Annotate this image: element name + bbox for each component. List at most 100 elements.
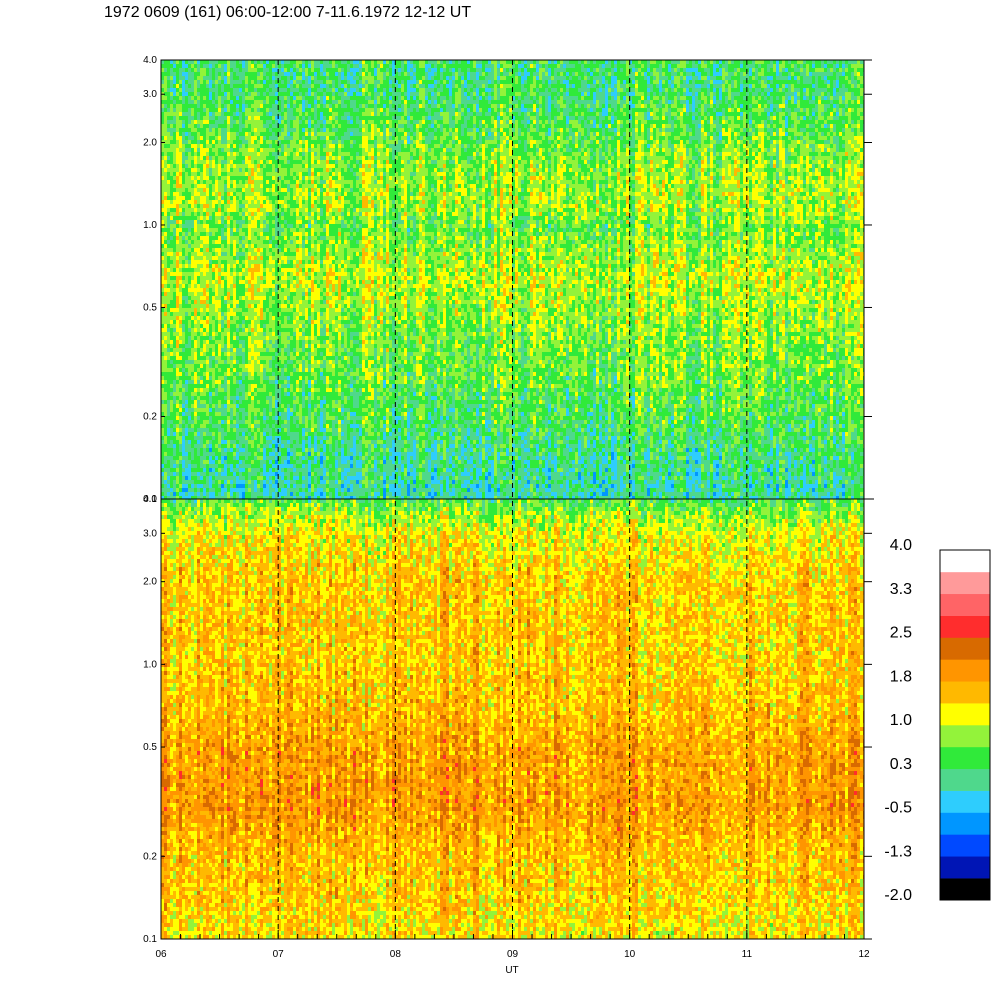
heatmap-cell xyxy=(272,464,276,469)
heatmap-cell xyxy=(245,188,249,193)
heatmap-cell xyxy=(290,444,294,449)
heatmap-cell xyxy=(245,284,249,289)
heatmap-cell xyxy=(269,476,273,481)
heatmap-cell xyxy=(224,124,228,129)
heatmap-cell xyxy=(179,320,183,325)
heatmap-cell xyxy=(200,176,204,181)
heatmap-cell xyxy=(263,464,267,469)
heatmap-cell xyxy=(179,76,183,81)
heatmap-cell xyxy=(173,396,177,401)
heatmap-cell xyxy=(161,240,165,245)
heatmap-cell xyxy=(212,216,216,221)
heatmap-cell xyxy=(167,436,171,441)
heatmap-cell xyxy=(287,108,291,113)
heatmap-cell xyxy=(215,432,219,437)
heatmap-cell xyxy=(194,416,198,421)
heatmap-cell xyxy=(224,184,228,189)
heatmap-cell xyxy=(173,488,177,493)
heatmap-cell xyxy=(257,268,261,273)
heatmap-cell xyxy=(275,300,279,305)
heatmap-cell xyxy=(212,448,216,453)
heatmap-cell xyxy=(263,76,267,81)
heatmap-cell xyxy=(221,276,225,281)
heatmap-cell xyxy=(272,92,276,97)
heatmap-cell xyxy=(164,472,168,477)
heatmap-cell xyxy=(239,368,243,373)
heatmap-cell xyxy=(176,132,180,137)
heatmap-cell xyxy=(260,132,264,137)
heatmap-cell xyxy=(212,340,216,345)
heatmap-cell xyxy=(191,280,195,285)
heatmap-cell xyxy=(272,476,276,481)
heatmap-cell xyxy=(275,364,279,369)
heatmap-cell xyxy=(215,132,219,137)
heatmap-cell xyxy=(215,168,219,173)
heatmap-cell xyxy=(272,340,276,345)
heatmap-cell xyxy=(191,428,195,433)
heatmap-cell xyxy=(278,304,282,309)
heatmap-cell xyxy=(245,320,249,325)
heatmap-cell xyxy=(293,180,297,185)
heatmap-cell xyxy=(248,148,252,153)
heatmap-cell xyxy=(206,220,210,225)
heatmap-cell xyxy=(200,356,204,361)
heatmap-cell xyxy=(230,452,234,457)
heatmap-cell xyxy=(257,344,261,349)
heatmap-cell xyxy=(191,316,195,321)
heatmap-cell xyxy=(197,256,201,261)
heatmap-cell xyxy=(275,268,279,273)
heatmap-cell xyxy=(215,272,219,277)
heatmap-cell xyxy=(221,140,225,145)
heatmap-cell xyxy=(230,340,234,345)
heatmap-cell xyxy=(287,272,291,277)
heatmap-cell xyxy=(227,356,231,361)
heatmap-cell xyxy=(239,336,243,341)
heatmap-cell xyxy=(263,400,267,405)
heatmap-cell xyxy=(170,448,174,453)
heatmap-cell xyxy=(212,396,216,401)
heatmap-cell xyxy=(179,256,183,261)
heatmap-cell xyxy=(221,116,225,121)
heatmap-cell xyxy=(242,420,246,425)
heatmap-cell xyxy=(215,260,219,265)
heatmap-cell xyxy=(254,96,258,101)
heatmap-cell xyxy=(245,416,249,421)
heatmap-cell xyxy=(257,168,261,173)
heatmap-cell xyxy=(194,76,198,81)
heatmap-cell xyxy=(251,384,255,389)
heatmap-cell xyxy=(290,388,294,393)
heatmap-cell xyxy=(167,240,171,245)
heatmap-cell xyxy=(257,384,261,389)
heatmap-cell xyxy=(179,308,183,313)
heatmap-cell xyxy=(197,120,201,125)
heatmap-cell xyxy=(173,220,177,225)
heatmap-cell xyxy=(269,256,273,261)
heatmap-cell xyxy=(188,164,192,169)
heatmap-cell xyxy=(191,408,195,413)
heatmap-cell xyxy=(248,432,252,437)
heatmap-cell xyxy=(275,296,279,301)
heatmap-cell xyxy=(278,332,282,337)
heatmap-cell xyxy=(293,428,297,433)
heatmap-cell xyxy=(275,288,279,293)
heatmap-cell xyxy=(287,324,291,329)
heatmap-cell xyxy=(209,464,213,469)
heatmap-cell xyxy=(248,80,252,85)
heatmap-cell xyxy=(191,144,195,149)
heatmap-cell xyxy=(203,132,207,137)
heatmap-cell xyxy=(167,404,171,409)
heatmap-cell xyxy=(176,492,180,497)
heatmap-cell xyxy=(209,404,213,409)
heatmap-cell xyxy=(284,320,288,325)
heatmap-cell xyxy=(206,288,210,293)
heatmap-cell xyxy=(263,292,267,297)
heatmap-cell xyxy=(278,92,282,97)
heatmap-cell xyxy=(248,468,252,473)
heatmap-cell xyxy=(161,336,165,341)
heatmap-cell xyxy=(164,312,168,317)
heatmap-cell xyxy=(272,352,276,357)
heatmap-cell xyxy=(260,268,264,273)
heatmap-cell xyxy=(236,172,240,177)
heatmap-cell xyxy=(176,128,180,133)
heatmap-cell xyxy=(248,344,252,349)
